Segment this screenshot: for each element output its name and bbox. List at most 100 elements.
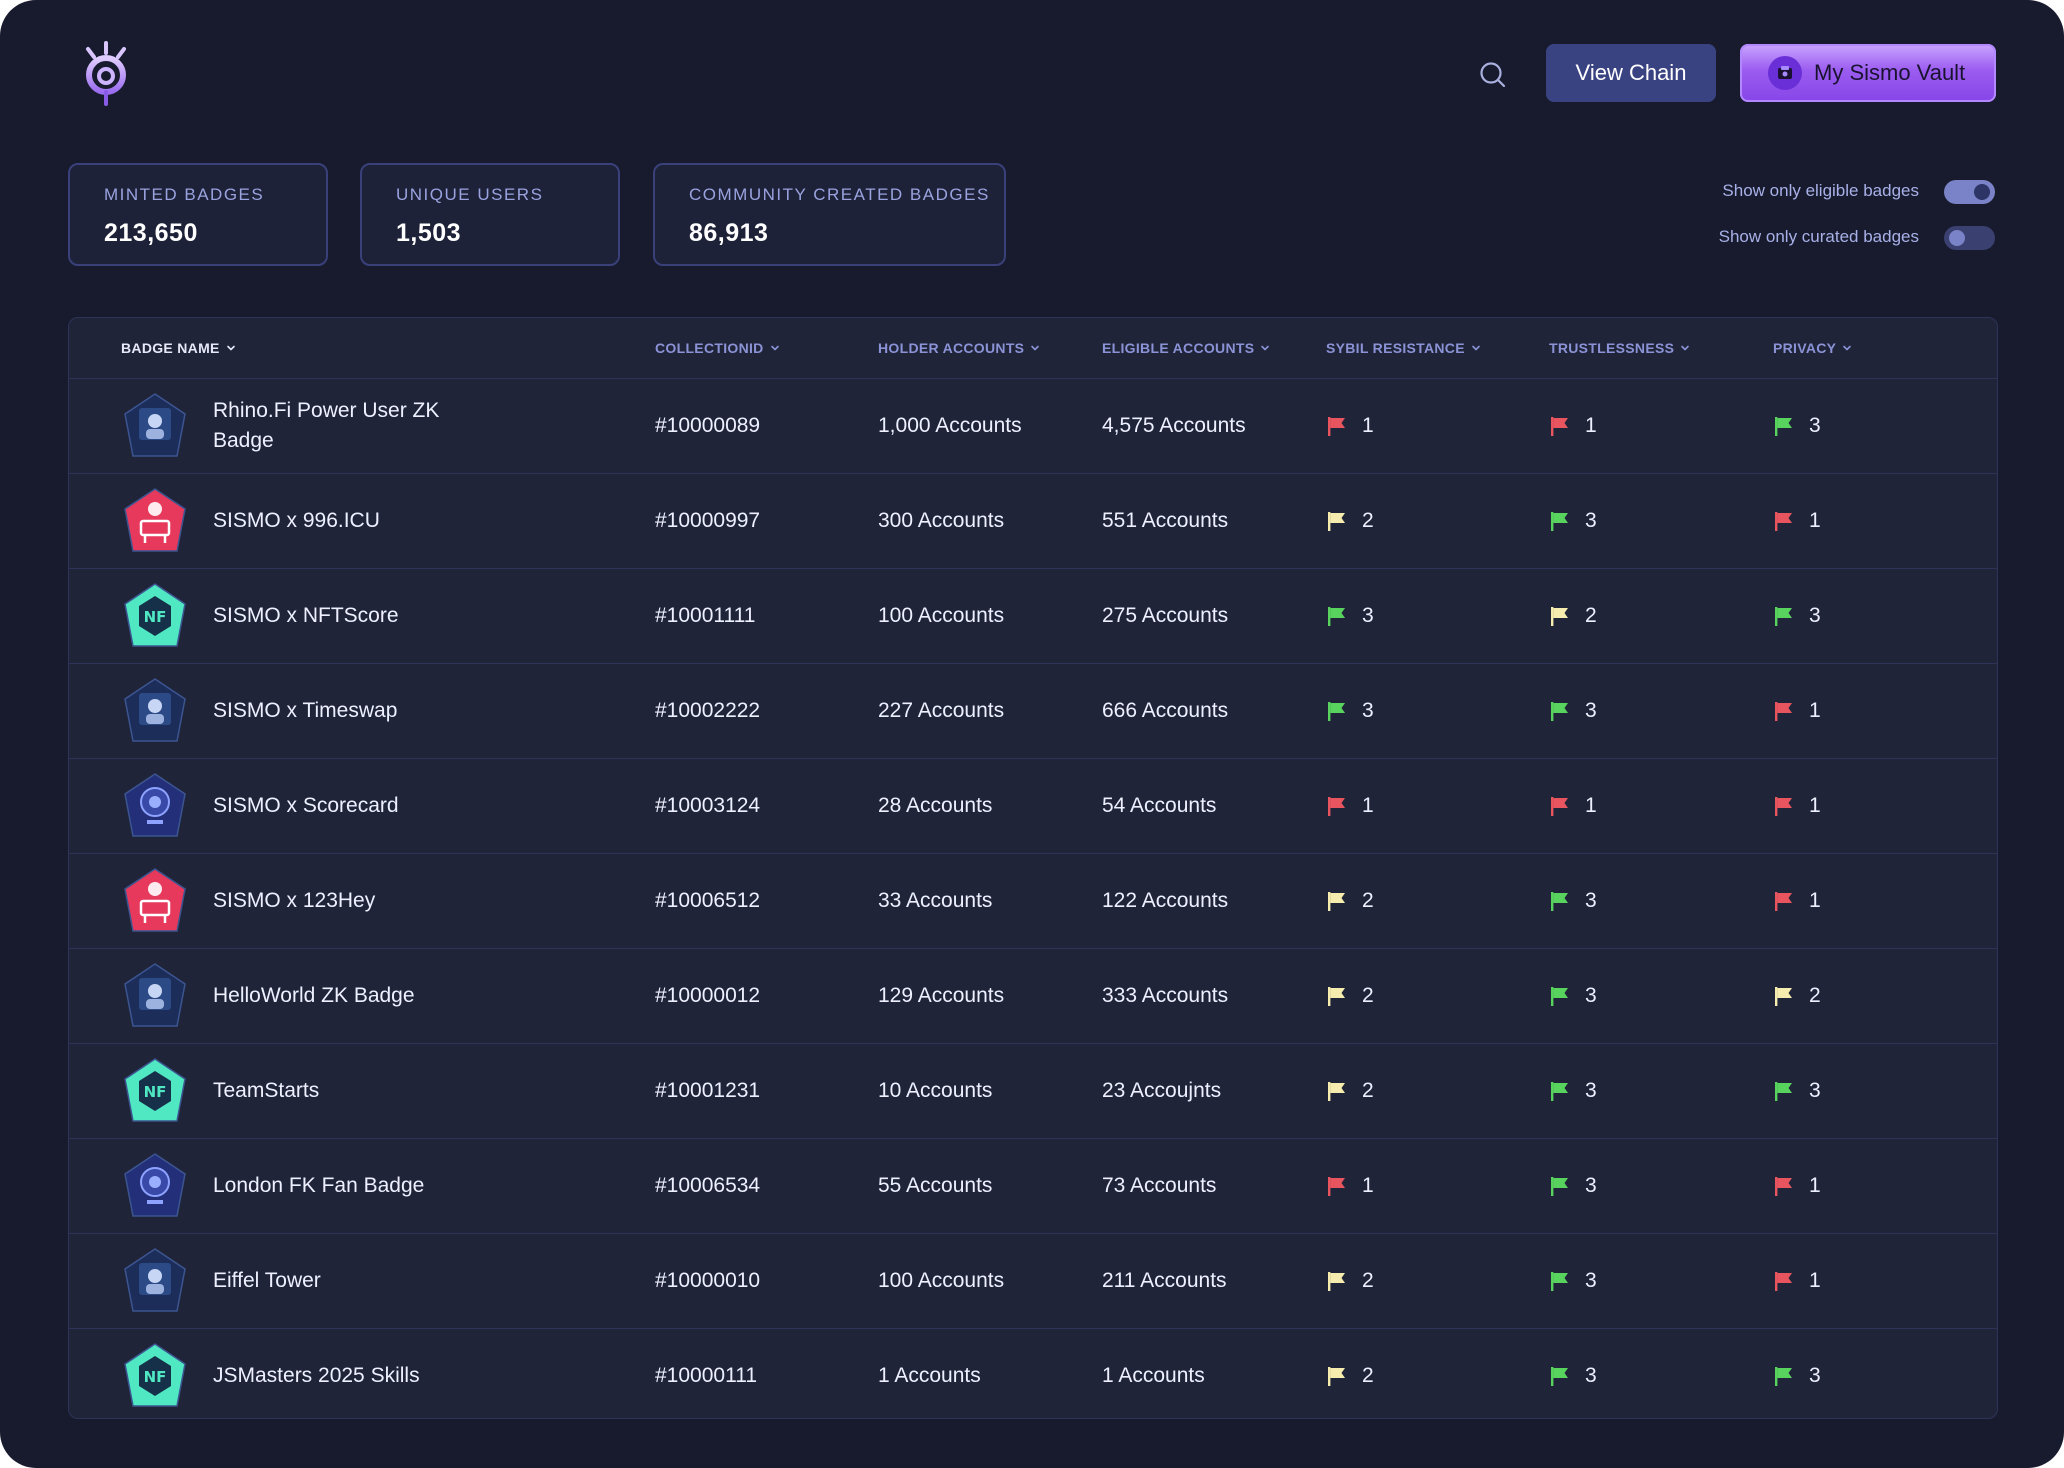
flag-icon bbox=[1775, 607, 1792, 626]
collection-id-cell: #10006534 bbox=[655, 1174, 761, 1197]
chevron-down-icon bbox=[1681, 345, 1690, 351]
flag-icon bbox=[1551, 797, 1568, 816]
table-row[interactable]: SISMO x Scorecard #10003124 28 Accounts 54 … bbox=[69, 759, 1997, 854]
badge-name-cell[interactable]: SISMO x 996.ICU bbox=[213, 509, 380, 532]
holder-accounts-cell: 28 Accounts bbox=[878, 794, 993, 817]
flag-icon bbox=[1328, 892, 1345, 911]
flag-icon bbox=[1551, 512, 1568, 531]
view-chain-label: View Chain bbox=[1575, 60, 1687, 85]
chevron-down-icon bbox=[226, 345, 235, 351]
sybil-resistance-cell: 2 bbox=[1326, 1329, 1374, 1418]
view-chain-button[interactable]: View Chain bbox=[1546, 44, 1716, 102]
holder-accounts-cell: 227 Accounts bbox=[878, 699, 1005, 722]
score-value: 3 bbox=[1585, 699, 1597, 722]
column-header-sybil-resistance[interactable]: SYBIL RESISTANCE bbox=[1326, 340, 1481, 356]
badge-red-icon bbox=[124, 868, 186, 932]
table-row[interactable]: Rhino.Fi Power User ZK Badge #10000089 1,0… bbox=[69, 379, 1997, 474]
privacy-cell: 2 bbox=[1773, 949, 1821, 1043]
table-body: Rhino.Fi Power User ZK Badge #10000089 1,0… bbox=[69, 379, 1997, 1418]
flag-icon bbox=[1551, 987, 1568, 1006]
flag-icon bbox=[1551, 1367, 1568, 1386]
vault-avatar-icon bbox=[1768, 56, 1802, 90]
badge-name-cell[interactable]: SISMO x Scorecard bbox=[213, 794, 399, 817]
table-row[interactable]: SISMO x Timeswap #10002222 227 Accounts 666… bbox=[69, 664, 1997, 759]
svg-text:NF: NF bbox=[144, 608, 167, 626]
column-header-privacy[interactable]: PRIVACY bbox=[1773, 340, 1852, 356]
collection-id-cell: #10000997 bbox=[655, 509, 761, 532]
badge-name-cell[interactable]: TeamStarts bbox=[213, 1079, 320, 1102]
score-value: 3 bbox=[1585, 1269, 1597, 1292]
chevron-down-icon bbox=[1472, 345, 1480, 351]
column-header-collection-id[interactable]: COLLECTIONID bbox=[655, 340, 780, 356]
table-row[interactable]: SISMO x 123Hey #10006512 33 Accounts 122 Ac… bbox=[69, 854, 1997, 949]
score-value: 1 bbox=[1809, 509, 1821, 532]
badge-name-cell[interactable]: HelloWorld ZK Badge bbox=[213, 984, 415, 1007]
eligible-accounts-cell: 275 Accounts bbox=[1102, 604, 1229, 627]
toggle-knob bbox=[1974, 184, 1990, 200]
flag-icon bbox=[1775, 987, 1792, 1006]
score-value: 3 bbox=[1585, 984, 1597, 1007]
table-row[interactable]: London FK Fan Badge #10006534 55 Accounts 7… bbox=[69, 1139, 1997, 1234]
table-header: BADGE NAME COLLECTIONID HOLDER ACCOUNTS ELI… bbox=[69, 318, 1997, 379]
table-row[interactable]: SISMO x 996.ICU #10000997 300 Accounts 551 … bbox=[69, 474, 1997, 569]
eligible-filter-label: Show only eligible badges bbox=[1722, 181, 1919, 200]
sybil-resistance-cell: 1 bbox=[1326, 1139, 1374, 1233]
table-row[interactable]: HelloWorld ZK Badge #10000012 129 Accounts… bbox=[69, 949, 1997, 1044]
badge-name-cell[interactable]: Eiffel Tower bbox=[213, 1269, 321, 1292]
badge-name-cell[interactable]: SISMO x Timeswap bbox=[213, 699, 398, 722]
column-header-eligible-accounts[interactable]: ELIGIBLE ACCOUNTS bbox=[1102, 340, 1270, 356]
badge-name-cell[interactable]: SISMO x NFTScore bbox=[213, 604, 399, 627]
table-row[interactable]: Eiffel Tower #10000010 100 Accounts 211 Acc… bbox=[69, 1234, 1997, 1329]
flag-icon bbox=[1775, 702, 1792, 721]
score-value: 2 bbox=[1809, 984, 1821, 1007]
badge-name-cell[interactable]: SISMO x 123Hey bbox=[213, 889, 376, 912]
badge-name-cell[interactable]: Rhino.Fi Power User ZK Badge bbox=[213, 399, 440, 452]
flag-icon bbox=[1551, 1177, 1568, 1196]
trustlessness-cell: 1 bbox=[1549, 379, 1597, 473]
flag-icon bbox=[1328, 1367, 1345, 1386]
flag-icon bbox=[1551, 607, 1568, 626]
flag-icon bbox=[1551, 1082, 1568, 1101]
badge-name-cell[interactable]: JSMasters 2025 Skills bbox=[213, 1364, 420, 1387]
badge-teal-icon: NF bbox=[124, 1343, 186, 1407]
eligible-accounts-cell: 23 Accoujnts bbox=[1102, 1079, 1222, 1102]
column-header-label: BADGE NAME bbox=[121, 340, 220, 356]
collection-id-cell: #10003124 bbox=[655, 794, 761, 817]
curated-filter-toggle[interactable] bbox=[1944, 226, 1995, 250]
score-value: 3 bbox=[1809, 604, 1821, 627]
flag-icon bbox=[1775, 1082, 1792, 1101]
score-value: 1 bbox=[1809, 889, 1821, 912]
eligible-accounts-cell: 73 Accounts bbox=[1102, 1174, 1217, 1197]
eligible-accounts-cell: 1 Accounts bbox=[1102, 1364, 1205, 1387]
column-header-holder-accounts[interactable]: HOLDER ACCOUNTS bbox=[878, 340, 1040, 356]
flag-icon bbox=[1775, 512, 1792, 531]
search-icon[interactable] bbox=[1476, 58, 1510, 92]
holder-accounts-cell: 129 Accounts bbox=[878, 984, 1005, 1007]
badge-dark-icon bbox=[124, 393, 186, 457]
privacy-cell: 1 bbox=[1773, 759, 1821, 853]
score-value: 2 bbox=[1362, 509, 1374, 532]
eligible-filter-toggle[interactable] bbox=[1944, 180, 1995, 204]
badge-navy-icon bbox=[124, 773, 186, 837]
table-row[interactable]: NF SISMO x NFTScore #10001111 100 Accounts 2… bbox=[69, 569, 1997, 664]
column-header-trustlessness[interactable]: TRUSTLESSNESS bbox=[1549, 340, 1690, 356]
score-value: 1 bbox=[1809, 1269, 1821, 1292]
privacy-cell: 1 bbox=[1773, 1234, 1821, 1328]
stat-value: 213,650 bbox=[104, 219, 198, 247]
privacy-cell: 1 bbox=[1773, 474, 1821, 568]
badge-red-icon bbox=[124, 488, 186, 552]
privacy-cell: 1 bbox=[1773, 854, 1821, 948]
column-header-label: SYBIL RESISTANCE bbox=[1326, 340, 1465, 356]
my-vault-button[interactable]: My Sismo Vault bbox=[1740, 44, 1996, 102]
score-value: 3 bbox=[1585, 509, 1597, 532]
badge-name-cell[interactable]: London FK Fan Badge bbox=[213, 1174, 425, 1197]
table-row[interactable]: NF TeamStarts #10001231 10 Accounts 23 Accou… bbox=[69, 1044, 1997, 1139]
column-header-badge-name[interactable]: BADGE NAME bbox=[121, 340, 236, 356]
sismo-logo-icon[interactable] bbox=[78, 40, 134, 108]
eligible-accounts-cell: 122 Accounts bbox=[1102, 889, 1229, 912]
score-value: 2 bbox=[1362, 1364, 1374, 1387]
stat-card-unique-users: UNIQUE USERS 1,503 bbox=[360, 163, 620, 266]
table-row[interactable]: NF JSMasters 2025 Skills #10000111 1 Accoun… bbox=[69, 1329, 1997, 1418]
sybil-resistance-cell: 3 bbox=[1326, 664, 1374, 758]
